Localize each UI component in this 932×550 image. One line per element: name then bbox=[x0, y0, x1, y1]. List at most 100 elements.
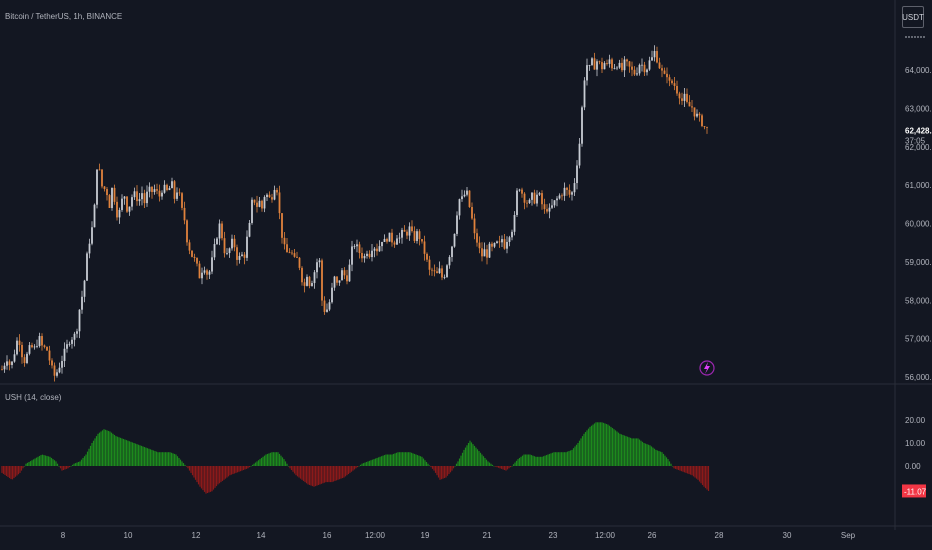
histogram-bar bbox=[700, 466, 702, 484]
price-tick-label: 60,000.00 bbox=[905, 220, 932, 229]
histogram-bar bbox=[371, 459, 374, 466]
histogram-bar bbox=[406, 452, 408, 466]
candle-body bbox=[416, 231, 418, 241]
candle-body bbox=[128, 206, 131, 212]
histogram-bar bbox=[706, 466, 708, 490]
candle-body bbox=[408, 226, 411, 236]
candle-body bbox=[613, 68, 616, 70]
lightning-icon[interactable] bbox=[699, 360, 715, 376]
histogram-bar bbox=[628, 437, 630, 466]
histogram-bar bbox=[521, 455, 524, 466]
histogram-bar bbox=[296, 466, 299, 477]
candle-body bbox=[323, 300, 326, 312]
histogram-bar bbox=[278, 453, 281, 466]
histogram-bar bbox=[610, 426, 612, 466]
histogram-bar bbox=[655, 449, 657, 466]
candle-body bbox=[668, 77, 671, 81]
histogram-bar bbox=[493, 466, 495, 467]
histogram-bar bbox=[640, 440, 642, 466]
candle-body bbox=[118, 209, 121, 218]
histogram-bar bbox=[526, 454, 528, 466]
candle-body bbox=[226, 253, 228, 254]
candle-body bbox=[138, 199, 141, 202]
candle-body bbox=[258, 200, 261, 207]
histogram-bar bbox=[592, 424, 594, 466]
candle-body bbox=[203, 270, 206, 273]
histogram-bar bbox=[239, 466, 242, 472]
histogram-bar bbox=[356, 466, 359, 468]
histogram-bar bbox=[122, 438, 125, 466]
candle-body bbox=[316, 262, 318, 273]
time-tick-label: Sep bbox=[841, 531, 856, 540]
histogram-bar bbox=[16, 466, 18, 476]
candle-body bbox=[223, 238, 226, 254]
histogram-bar bbox=[559, 452, 561, 466]
candle-body bbox=[438, 268, 441, 274]
candle-body bbox=[146, 191, 148, 204]
histogram-bar bbox=[461, 452, 464, 466]
histogram-bar bbox=[562, 452, 564, 466]
histogram-bar bbox=[673, 466, 675, 469]
histogram-bar bbox=[428, 465, 431, 466]
candle-body bbox=[571, 192, 573, 195]
candle-body bbox=[468, 190, 471, 208]
histogram-bar bbox=[55, 461, 57, 466]
histogram-bar bbox=[128, 441, 131, 466]
candle-body bbox=[476, 233, 478, 243]
histogram-bar bbox=[161, 452, 164, 466]
candle-body bbox=[173, 181, 176, 199]
histogram-bar bbox=[586, 430, 588, 466]
histogram-bar bbox=[488, 462, 491, 466]
indicator-legend[interactable]: USH (14, close) bbox=[5, 393, 62, 402]
candle-body bbox=[236, 247, 238, 260]
histogram-bar bbox=[274, 452, 276, 466]
candle-body bbox=[216, 238, 218, 245]
candle-body bbox=[466, 190, 468, 195]
histogram-bar bbox=[20, 466, 23, 471]
candle-body bbox=[606, 63, 608, 64]
histogram-bar bbox=[385, 454, 387, 466]
candle-body bbox=[201, 272, 203, 279]
candle-body bbox=[508, 237, 511, 242]
histogram-bar bbox=[143, 447, 146, 466]
candle-body bbox=[101, 169, 103, 187]
candle-body bbox=[368, 253, 371, 258]
histogram-bar bbox=[313, 466, 315, 487]
candle-body bbox=[23, 357, 26, 363]
histogram-bar bbox=[403, 452, 405, 466]
histogram-bar bbox=[164, 452, 167, 466]
histogram-bar bbox=[689, 466, 692, 475]
histogram-bar bbox=[551, 452, 554, 466]
histogram-bar bbox=[482, 456, 485, 466]
histogram-bar bbox=[704, 466, 707, 489]
time-tick-label: 12:00 bbox=[595, 531, 616, 540]
candle-body bbox=[551, 205, 553, 208]
histogram-bar bbox=[352, 466, 354, 471]
candle-body bbox=[513, 214, 516, 232]
histogram-bar bbox=[695, 466, 698, 479]
histogram-bar bbox=[476, 449, 479, 466]
histogram-bar bbox=[458, 458, 461, 466]
candle-body bbox=[563, 187, 566, 196]
candle-body bbox=[103, 186, 106, 190]
histogram-bar bbox=[557, 452, 560, 466]
histogram-bar bbox=[541, 456, 543, 466]
histogram-bar bbox=[28, 461, 30, 466]
histogram-bar bbox=[215, 466, 218, 487]
histogram-bar bbox=[332, 466, 335, 482]
histogram-bar bbox=[638, 439, 641, 466]
candle-body bbox=[541, 193, 543, 205]
time-tick-label: 26 bbox=[648, 531, 657, 540]
candle-body bbox=[266, 194, 268, 197]
currency-button[interactable]: USDT bbox=[902, 6, 924, 28]
histogram-bar bbox=[205, 466, 207, 494]
candle-body bbox=[141, 193, 143, 200]
symbol-legend[interactable]: Bitcoin / TetherUS, 1h, BINANCE bbox=[5, 12, 123, 21]
candle-body bbox=[218, 223, 221, 239]
histogram-bar bbox=[563, 452, 566, 466]
candle-body bbox=[383, 238, 386, 242]
histogram-bar bbox=[367, 461, 369, 466]
candle-body bbox=[603, 63, 606, 70]
candle-body bbox=[193, 256, 196, 258]
